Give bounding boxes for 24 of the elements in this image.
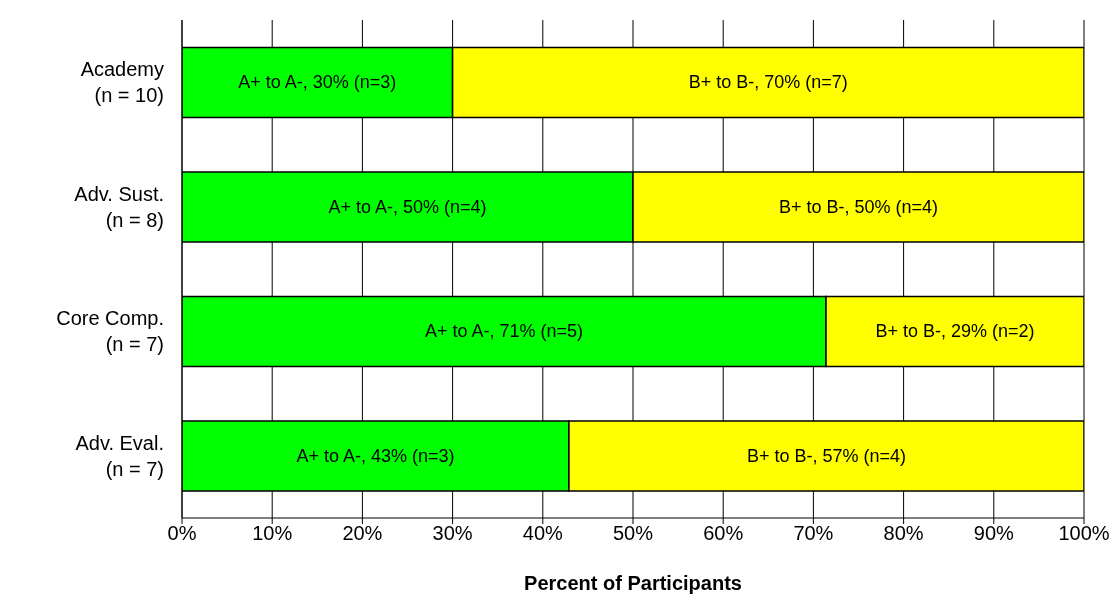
x-tick-label: 0% bbox=[167, 522, 197, 545]
data-label: A+ to A-, 30% (n=3) bbox=[238, 72, 397, 93]
y-tick-label: Core Comp. (n = 7) bbox=[56, 307, 164, 356]
x-tick-label: 100% bbox=[1058, 522, 1110, 545]
x-tick-label: 90% bbox=[973, 522, 1015, 545]
data-label: A+ to A-, 71% (n=5) bbox=[424, 321, 584, 342]
x-tick-label: 50% bbox=[612, 522, 654, 545]
data-label: A+ to A-, 50% (n=4) bbox=[328, 196, 487, 217]
x-tick-label: 70% bbox=[793, 522, 834, 545]
x-tick-label: 20% bbox=[342, 522, 383, 545]
x-tick-label: 60% bbox=[703, 522, 744, 545]
x-tick-label: 10% bbox=[252, 522, 293, 545]
x-tick-label: 80% bbox=[883, 522, 924, 545]
data-label: B+ to B-, 29% (n=2) bbox=[875, 321, 1035, 342]
y-tick-label: Adv. Eval. (n = 7) bbox=[75, 431, 164, 480]
x-tick-label: 40% bbox=[522, 522, 564, 545]
data-label: B+ to B-, 70% (n=7) bbox=[688, 72, 848, 93]
data-label: B+ to B-, 57% (n=4) bbox=[746, 445, 907, 466]
data-label: B+ to B-, 50% (n=4) bbox=[778, 196, 939, 217]
y-tick-label: Academy (n = 10) bbox=[80, 58, 164, 107]
x-axis-title: Percent of Participants bbox=[524, 572, 742, 594]
y-tick-label: Adv. Sust. (n = 8) bbox=[74, 182, 164, 231]
data-label: A+ to A-, 43% (n=3) bbox=[296, 445, 455, 466]
x-tick-label: 30% bbox=[432, 522, 473, 545]
